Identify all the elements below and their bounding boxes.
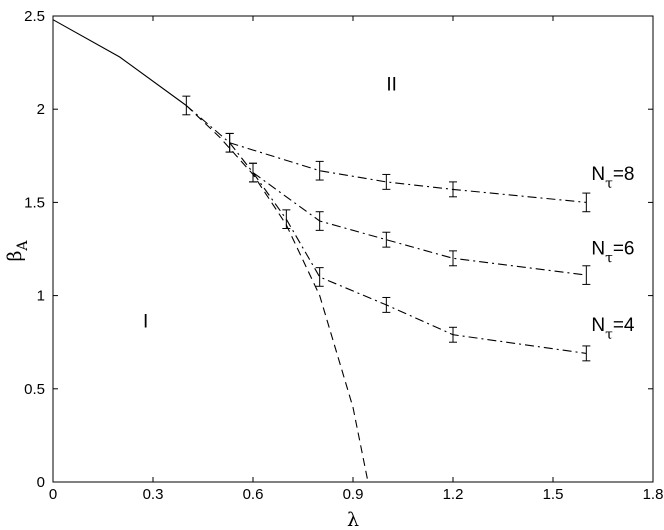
error-bar (582, 192, 591, 213)
annotation-label: II (386, 75, 397, 96)
error-bar (449, 181, 457, 198)
y-tick-label: 0.5 (24, 381, 45, 398)
error-bar (582, 265, 591, 285)
x-tick-label: 1.5 (543, 486, 564, 503)
error-bar (315, 160, 324, 181)
annotation-label: Nτ=6 (591, 239, 634, 267)
error-bar (382, 173, 391, 190)
series-line-dashdot (252, 172, 587, 354)
error-bar (382, 231, 391, 248)
annotation-label: Nτ=4 (591, 315, 635, 343)
series-line-dashdot (185, 105, 587, 203)
annotation-label: Nτ=8 (591, 164, 634, 192)
series-layer (52, 19, 587, 483)
error-bar (225, 132, 234, 153)
x-tick-label: 0.6 (243, 486, 264, 503)
x-tick-label: 0.3 (143, 486, 164, 503)
error-bar (282, 209, 291, 229)
series-line-dashdot (229, 142, 587, 276)
error-bar (449, 250, 457, 267)
error-bar (449, 326, 457, 343)
svg-text:βA: βA (4, 240, 31, 262)
error-bar (382, 296, 391, 313)
y-tick-label: 1 (37, 288, 45, 305)
tick-layer: 0 0.3 0.6 0.9 1.2 1.5 1.8 0 0.5 1 1.5 2 2.5 (24, 8, 663, 503)
annotation-label: I (143, 311, 148, 332)
y-tick-label: 1.5 (24, 194, 45, 211)
y-axis-title-main: β (4, 251, 26, 262)
y-tick-label: 2.5 (24, 8, 45, 25)
y-tick-label: 0 (37, 474, 45, 491)
y-axis-title: βA (4, 240, 31, 262)
errorbar-layer (182, 95, 591, 362)
x-axis-title: λ (347, 509, 359, 530)
x-tick-label: 0.9 (343, 486, 364, 503)
error-bar (249, 162, 257, 183)
plot-area (52, 15, 654, 483)
y-tick-label: 2 (37, 101, 45, 118)
error-bar (182, 95, 191, 116)
x-tick-label: 1.2 (443, 486, 464, 503)
x-tick-label: 0 (49, 486, 57, 503)
x-tick-label: 1.8 (643, 486, 664, 503)
error-bar (315, 211, 324, 231)
y-axis-title-subscript: A (15, 240, 31, 252)
error-bar (582, 345, 591, 362)
error-bar (315, 267, 324, 287)
series-line-solid (52, 19, 187, 106)
